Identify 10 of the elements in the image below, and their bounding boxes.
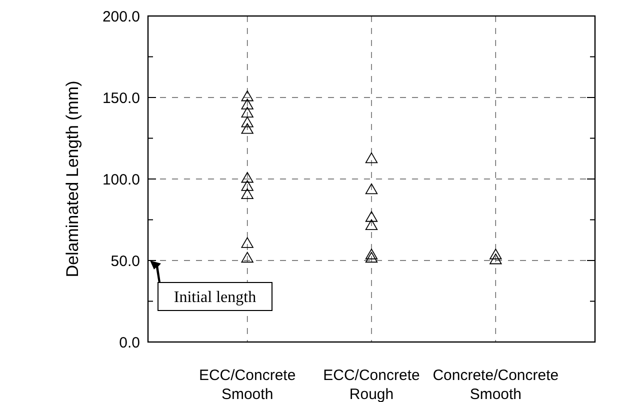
annotation: Initial length: [174, 289, 256, 306]
y-tick-label: 50.0: [110, 252, 140, 270]
y-tick-label: 0.0: [119, 334, 140, 352]
y-tick-label: 150.0: [102, 90, 140, 107]
y-axis-title: Delaminated Length (mm): [63, 80, 82, 278]
x-tick-label: Concrete/Concrete Smooth: [432, 367, 559, 402]
x-tick-label: ECC/Concrete Smooth: [198, 367, 296, 402]
x-tick-label: ECC/Concrete Rough: [323, 367, 420, 402]
y-tick-label: 100.0: [102, 171, 140, 188]
y-tick-label: 200.0: [102, 8, 140, 26]
